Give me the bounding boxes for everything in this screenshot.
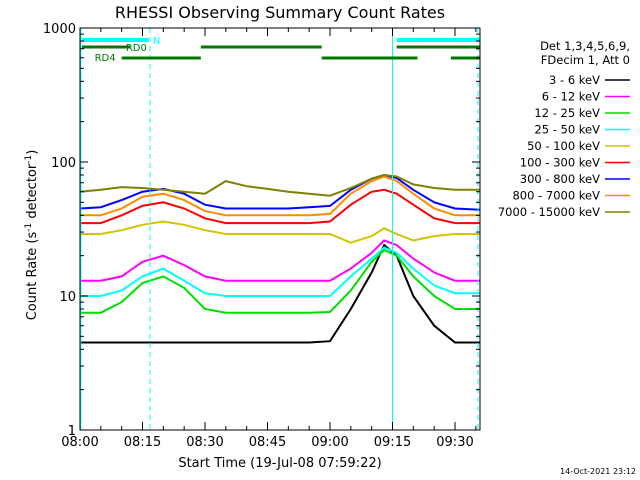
series-line [80, 220, 480, 244]
y-tick-label: 1000 [43, 22, 76, 37]
series-line [80, 188, 480, 225]
tick-layer: 08:00 08:15 08:30 08:45 09:00 09:15 09:30 1 10 10… [43, 22, 480, 450]
x-tick-label: 08:00 [61, 435, 98, 450]
series-line [80, 248, 480, 314]
chart-title: RHESSI Observing Summary Count Rates [115, 3, 445, 22]
series-line [80, 246, 480, 297]
y-tick-label: 10 [59, 290, 76, 305]
flag-label-rd4: RD4 [95, 53, 116, 64]
y-tick-label: 1 [68, 424, 76, 439]
timestamp-label: 14-Oct-2021 23:12 [560, 467, 636, 476]
series-line [80, 243, 480, 344]
series-line [79, 173, 481, 211]
series-line [80, 239, 480, 282]
legend-label: 6 - 12 keV [542, 90, 600, 104]
legend-label: 25 - 50 keV [534, 123, 600, 137]
legend-label: 300 - 800 keV [520, 172, 600, 186]
flag-label-n: N [153, 36, 160, 47]
legend-header-1: Det 1,3,4,5,6,9, [540, 39, 630, 53]
legend-label: 800 - 7000 keV [512, 189, 600, 203]
legend-label: 7000 - 15000 keV [498, 205, 600, 219]
legend-label: 3 - 6 keV [549, 73, 600, 87]
legend: Det 1,3,4,5,6,9, FDecim 1, Att 0 3 - 6 k… [498, 39, 630, 219]
x-tick-label: 09:00 [311, 435, 348, 450]
x-axis-label: Start Time (19-Jul-08 07:59:22) [178, 456, 381, 471]
legend-label: 50 - 100 keV [527, 139, 600, 153]
legend-label: 12 - 25 keV [534, 106, 600, 120]
x-tick-label: 09:15 [374, 435, 411, 450]
series-layer [79, 173, 481, 344]
legend-label: 100 - 300 keV [520, 156, 600, 170]
x-tick-label: 08:30 [186, 435, 223, 450]
plot-frame [79, 27, 481, 431]
x-tick-label: 09:30 [436, 435, 473, 450]
x-tick-label: 08:15 [124, 435, 161, 450]
y-tick-label: 100 [51, 156, 76, 171]
flag-label-rd0: RD0 [126, 43, 147, 54]
x-tick-label: 08:45 [249, 435, 286, 450]
legend-header-2: FDecim 1, Att 0 [541, 53, 630, 67]
series-line [79, 173, 480, 197]
y-axis-label: Count Rate (s-1 detector-1) [24, 150, 40, 321]
series-line [80, 175, 480, 217]
flag-layer: N RD0 RD4 [80, 28, 480, 430]
